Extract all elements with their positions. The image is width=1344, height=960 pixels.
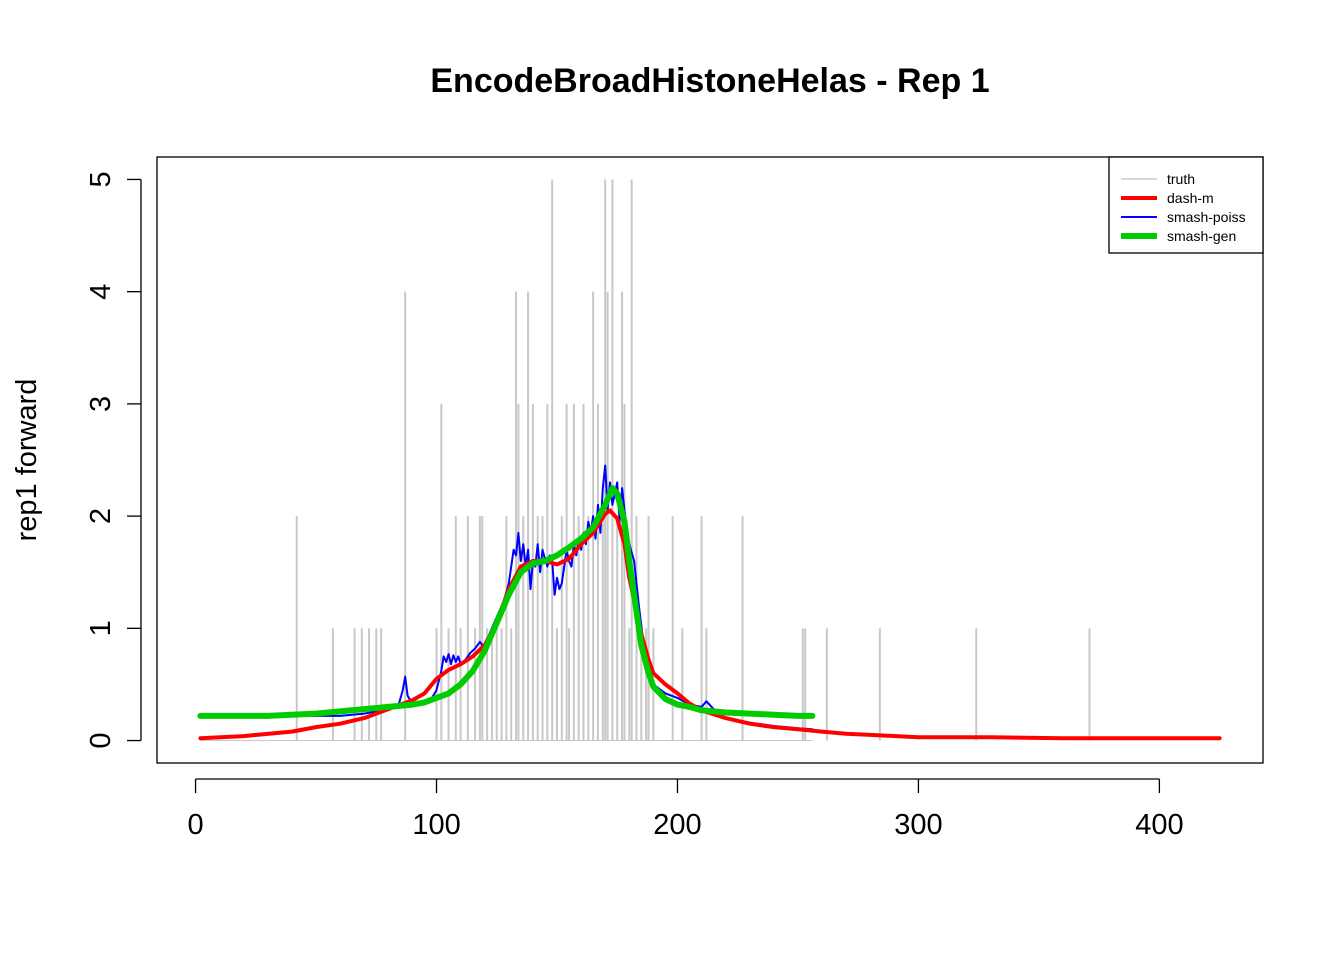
x-tick-label: 0 [187,809,203,841]
legend-label: smash-gen [1167,228,1236,244]
y-tick-label: 4 [85,284,117,300]
x-tick-label: 300 [894,809,942,841]
x-tick-label: 400 [1135,809,1183,841]
x-axis: 0 100 200 300 400 [187,778,1184,841]
legend-label: smash-poiss [1167,209,1246,225]
y-axis-label: rep1 forward [11,379,43,542]
series-lines [197,464,1222,741]
x-tick-label: 200 [653,809,701,841]
legend: truth dash-m smash-poiss smash-gen [1108,156,1264,254]
truth-spikes [200,179,1091,742]
legend-label: truth [1167,171,1195,187]
y-axis: 0 1 2 3 4 5 [85,171,142,749]
chart-title: EncodeBroadHistoneHelas - Rep 1 [430,62,989,100]
series-line-smash-gen [197,485,816,719]
y-tick-label: 2 [85,508,117,524]
y-tick-label: 3 [85,396,117,412]
y-tick-label: 1 [85,620,117,636]
plot-frame [156,156,1264,764]
y-tick-label: 0 [85,732,117,748]
x-tick-label: 100 [412,809,460,841]
series-line-dash-m [198,508,1222,741]
y-tick-label: 5 [85,171,117,187]
legend-label: dash-m [1167,190,1214,206]
